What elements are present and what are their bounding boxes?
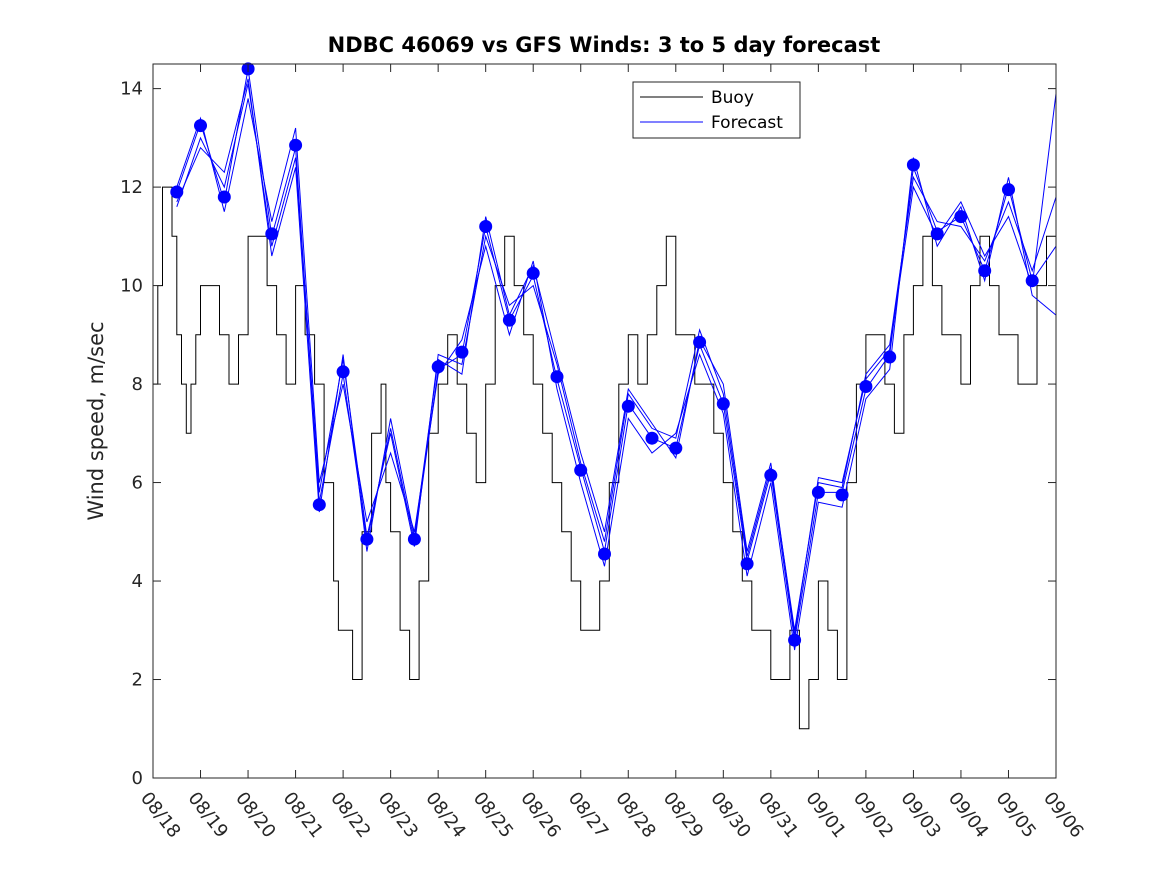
y-tick-label-0: 0 [132, 768, 143, 789]
forecast-marker-6 [289, 138, 303, 152]
forecast-marker-34 [978, 264, 992, 278]
plot-area [153, 64, 1056, 778]
forecast-marker-15 [526, 266, 540, 280]
y-axis-label: Wind speed, m/sec [84, 321, 108, 520]
forecast-marker-3 [217, 190, 231, 204]
y-tick-label-14: 14 [120, 79, 143, 100]
forecast-marker-22 [693, 335, 707, 349]
y-tick-label-12: 12 [120, 177, 143, 198]
forecast-marker-35 [1002, 183, 1015, 197]
forecast-marker-5 [265, 227, 279, 241]
forecast-marker-8 [336, 365, 350, 379]
legend-box [632, 81, 801, 139]
forecast-line-3 [176, 78, 1057, 636]
forecast-marker-36 [1025, 274, 1039, 288]
legend-forecast-label: Forecast [711, 113, 783, 133]
forecast-marker-32 [930, 227, 944, 241]
forecast-marker-24 [740, 557, 754, 571]
y-tick-label-6: 6 [132, 473, 143, 494]
buoy-series-layer [153, 186, 1056, 730]
forecast-marker-17 [574, 463, 588, 477]
forecast-marker-1 [170, 185, 184, 199]
forecast-line-4 [176, 68, 1057, 641]
y-tick-label-4: 4 [132, 571, 143, 592]
forecast-marker-12 [455, 345, 469, 359]
legend: Buoy Forecast [632, 81, 801, 139]
forecast-line-1 [176, 83, 1057, 631]
chart-title: NDBC 46069 vs GFS Winds: 3 to 5 day fore… [328, 33, 881, 57]
forecast-marker-18 [598, 547, 611, 561]
axes-box [152, 63, 1057, 779]
y-tick-label-2: 2 [132, 670, 143, 691]
forecast-marker-23 [716, 397, 730, 411]
forecast-marker-27 [811, 485, 825, 499]
forecast-marker-2 [194, 119, 207, 133]
forecast-marker-7 [312, 498, 326, 512]
y-tick-label-10: 10 [120, 276, 143, 297]
forecast-marker-9 [360, 532, 374, 546]
y-axis-ticks: 0 2 4 6 8 10 12 14 [120, 79, 1056, 789]
forecast-marker-20 [645, 431, 659, 445]
forecast-marker-26 [788, 633, 802, 647]
forecast-marker-28 [835, 488, 849, 502]
buoy-line [153, 186, 1056, 730]
forecast-marker-33 [954, 210, 968, 224]
forecast-marker-13 [479, 220, 493, 233]
forecast-marker-30 [883, 350, 897, 364]
forecast-marker-10 [407, 532, 421, 546]
forecast-marker-16 [550, 370, 564, 384]
forecast-marker-25 [764, 468, 778, 482]
forecast-marker-layer [170, 62, 1039, 647]
forecast-marker-31 [906, 158, 920, 172]
forecast-marker-19 [621, 399, 635, 413]
forecast-marker-29 [859, 380, 873, 393]
forecast-marker-14 [502, 313, 516, 327]
forecast-line-2 [176, 98, 1057, 651]
legend-buoy-label: Buoy [711, 88, 754, 108]
forecast-marker-11 [431, 360, 445, 374]
forecast-series-layer [176, 68, 1057, 651]
forecast-marker-21 [669, 441, 683, 455]
y-tick-label-8: 8 [132, 374, 143, 395]
